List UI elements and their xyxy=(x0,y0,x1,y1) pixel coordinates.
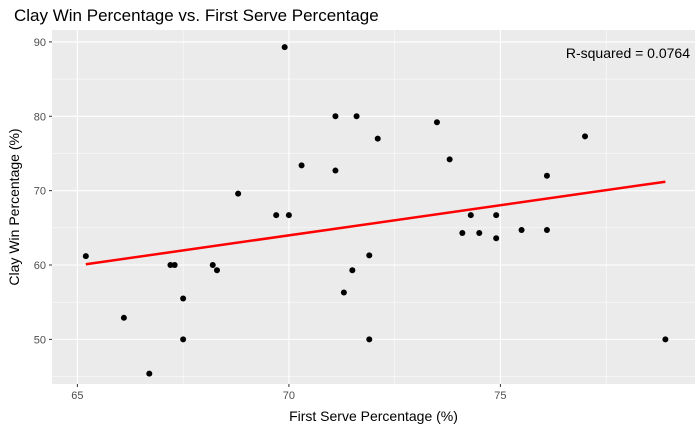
data-point xyxy=(209,262,216,269)
data-point xyxy=(662,336,669,343)
data-point xyxy=(285,212,292,219)
x-axis-title: First Serve Percentage (%) xyxy=(289,408,458,424)
data-point xyxy=(476,230,483,237)
data-point xyxy=(374,135,381,142)
y-tick-label: 80 xyxy=(34,111,46,123)
data-point xyxy=(281,44,288,51)
data-point xyxy=(543,227,550,234)
data-point xyxy=(433,119,440,126)
data-point xyxy=(180,295,187,302)
data-point xyxy=(518,227,525,234)
data-point xyxy=(171,262,178,269)
points-layer xyxy=(82,44,669,377)
data-point xyxy=(340,289,347,296)
regression-line xyxy=(85,180,666,266)
data-point xyxy=(349,267,356,274)
r-squared-annotation: R-squared = 0.0764 xyxy=(566,45,690,61)
y-tick-label: 60 xyxy=(34,260,46,272)
data-point xyxy=(332,113,339,120)
x-tick-label: 75 xyxy=(494,390,506,402)
data-point xyxy=(146,370,153,377)
x-axis-ticks: 65 70 75 xyxy=(71,384,507,402)
data-point xyxy=(446,156,453,163)
y-axis-title: Clay Win Percentage (%) xyxy=(6,128,22,285)
data-point xyxy=(582,133,589,140)
data-point xyxy=(235,190,242,197)
data-point xyxy=(167,262,174,269)
data-point xyxy=(366,336,373,343)
data-point xyxy=(332,167,339,174)
chart-title: Clay Win Percentage vs. First Serve Perc… xyxy=(14,6,379,25)
y-tick-label: 70 xyxy=(34,186,46,198)
data-point xyxy=(298,162,305,169)
data-point xyxy=(493,212,500,219)
fit-layer xyxy=(85,180,666,266)
y-axis-ticks: 50 60 70 80 90 xyxy=(34,37,52,346)
major-grid xyxy=(52,30,695,384)
data-point xyxy=(82,253,89,260)
data-point xyxy=(467,212,474,219)
data-point xyxy=(543,172,550,179)
minor-grid xyxy=(52,30,695,384)
data-point xyxy=(273,212,280,219)
data-point xyxy=(366,252,373,259)
data-point xyxy=(213,267,220,274)
x-tick-label: 65 xyxy=(71,390,83,402)
data-point xyxy=(120,314,127,321)
y-tick-label: 50 xyxy=(34,334,46,346)
data-point xyxy=(493,235,500,242)
plot-panel xyxy=(52,30,695,384)
x-tick-label: 70 xyxy=(283,390,295,402)
data-point xyxy=(353,113,360,120)
data-point xyxy=(459,230,466,237)
data-point xyxy=(180,336,187,343)
y-tick-label: 90 xyxy=(34,37,46,49)
